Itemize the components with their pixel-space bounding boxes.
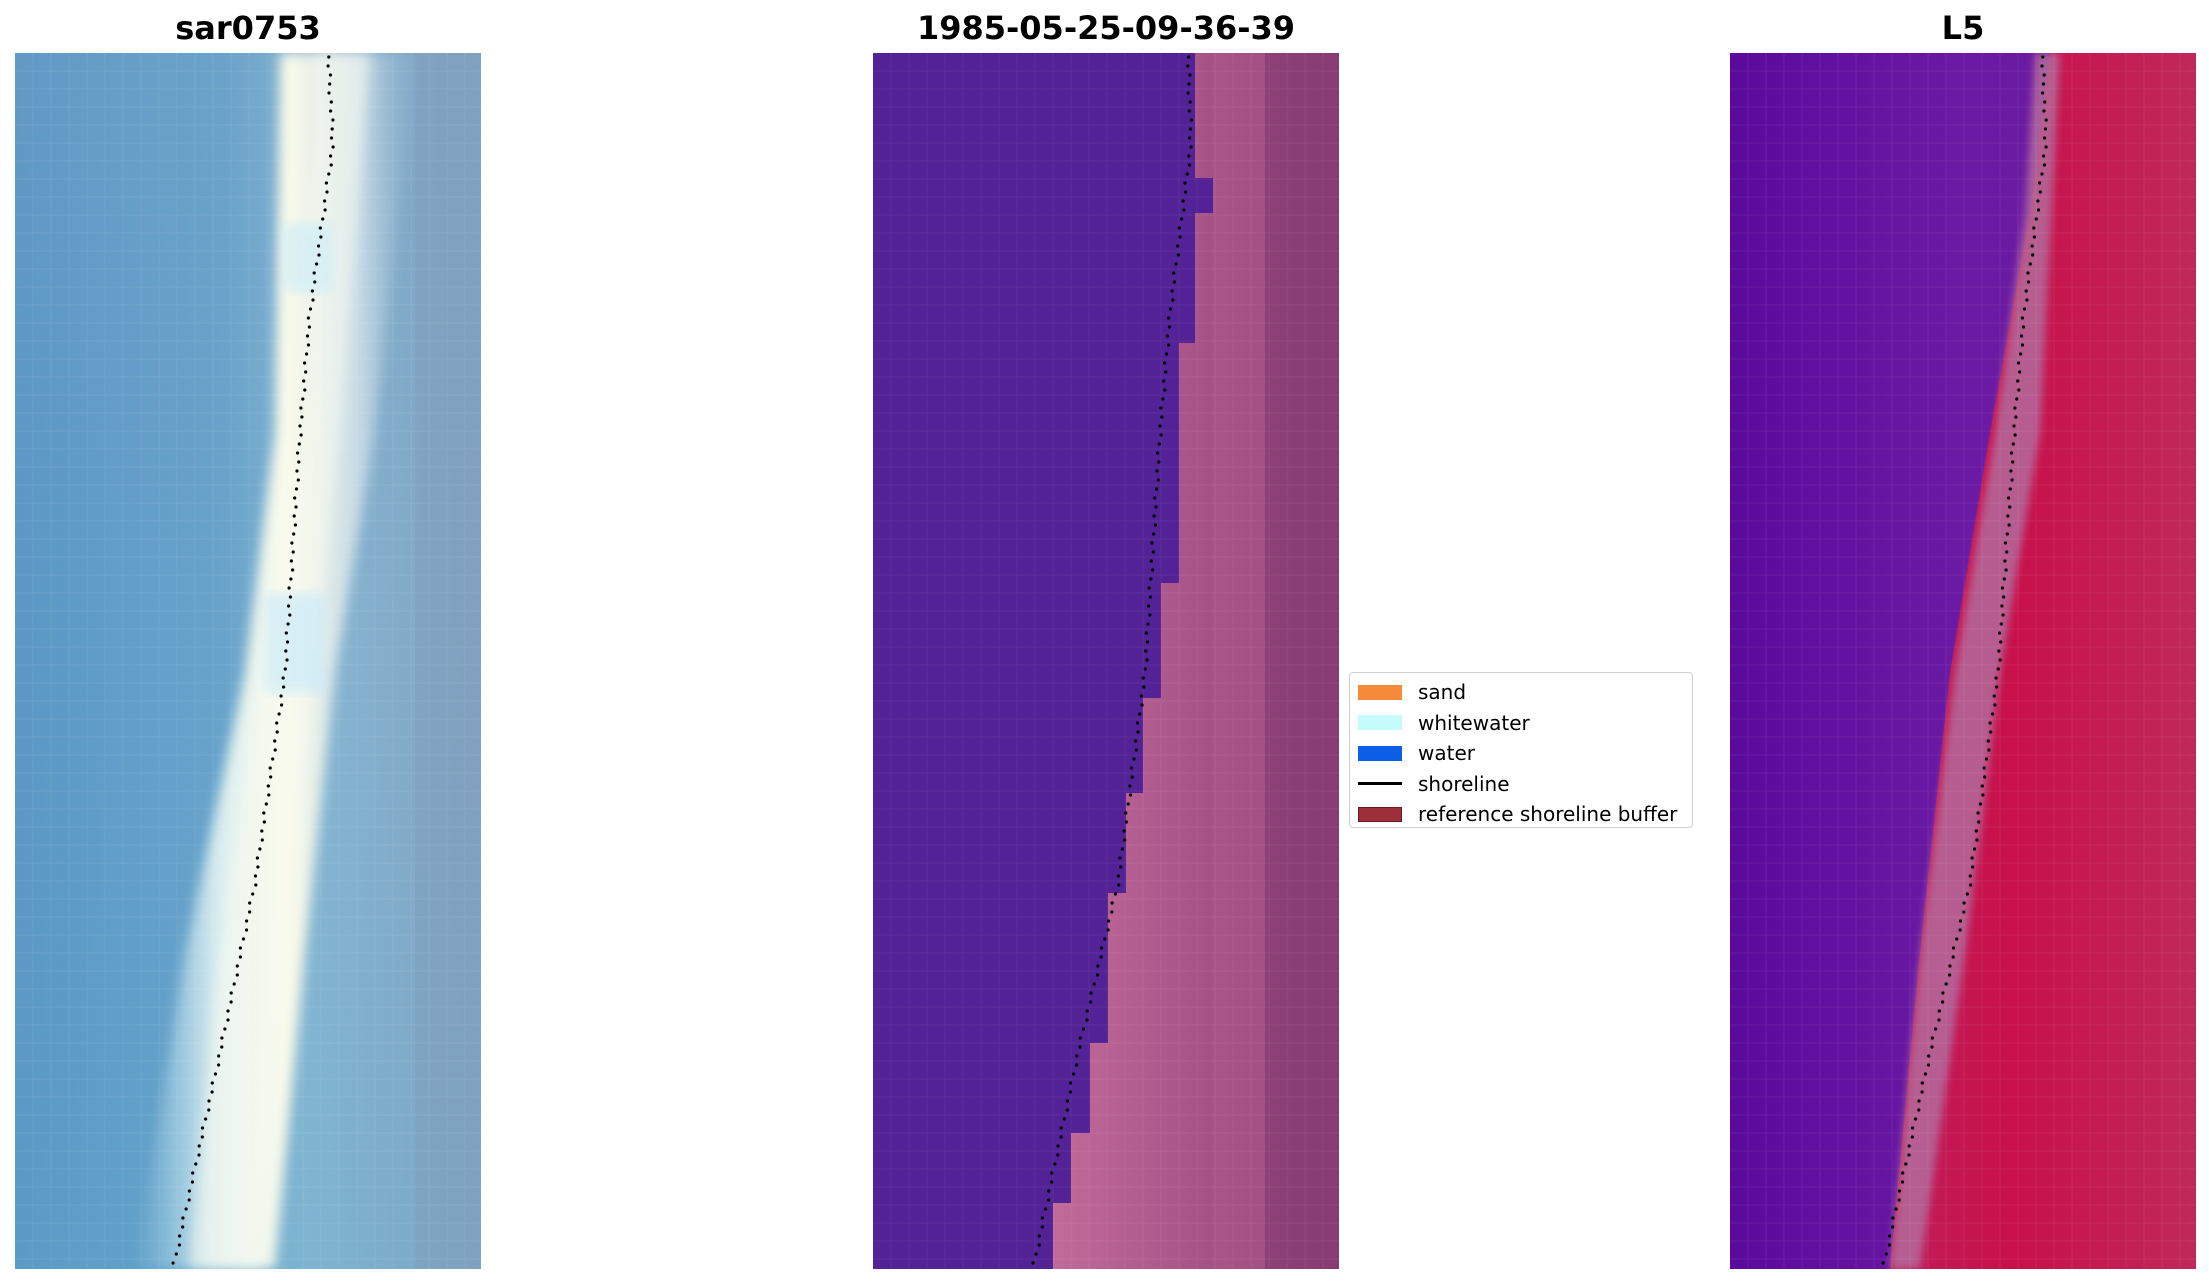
shoreline-line-swatch bbox=[1358, 782, 1402, 786]
legend-item-shoreline: shoreline bbox=[1358, 769, 1684, 800]
classified-image-panel bbox=[873, 53, 1339, 1269]
mndwi-image bbox=[1730, 53, 2196, 1269]
legend-item-sand: sand bbox=[1358, 677, 1684, 708]
classified-image bbox=[873, 53, 1339, 1269]
panel-title-rgb: sar0753 bbox=[175, 9, 321, 47]
mndwi-image-panel bbox=[1730, 53, 2196, 1269]
legend-item-reference-buffer: reference shoreline buffer bbox=[1358, 799, 1684, 830]
legend-label: whitewater bbox=[1418, 710, 1530, 735]
legend-label: sand bbox=[1418, 680, 1467, 705]
legend: sand whitewater water shoreline referenc… bbox=[1349, 672, 1693, 828]
shoreline-dots-rgb bbox=[171, 55, 335, 1265]
reference-buffer-swatch bbox=[1358, 806, 1402, 822]
shoreline-dots-classified bbox=[1031, 55, 1193, 1265]
panel-title-classified: 1985-05-25-09-36-39 bbox=[916, 9, 1296, 47]
panel-title-mndwi: L5 bbox=[1941, 9, 1985, 47]
sand-swatch bbox=[1358, 684, 1402, 700]
water-swatch bbox=[1358, 745, 1402, 761]
shoreline-dots-mndwi bbox=[1881, 55, 2048, 1265]
legend-label: reference shoreline buffer bbox=[1418, 802, 1678, 827]
legend-label: water bbox=[1418, 741, 1475, 766]
rgb-image bbox=[15, 53, 481, 1269]
legend-label: shoreline bbox=[1418, 771, 1510, 796]
whitewater-swatch bbox=[1358, 715, 1402, 731]
rgb-image-panel bbox=[15, 53, 481, 1269]
legend-item-whitewater: whitewater bbox=[1358, 708, 1684, 739]
legend-item-water: water bbox=[1358, 738, 1684, 769]
